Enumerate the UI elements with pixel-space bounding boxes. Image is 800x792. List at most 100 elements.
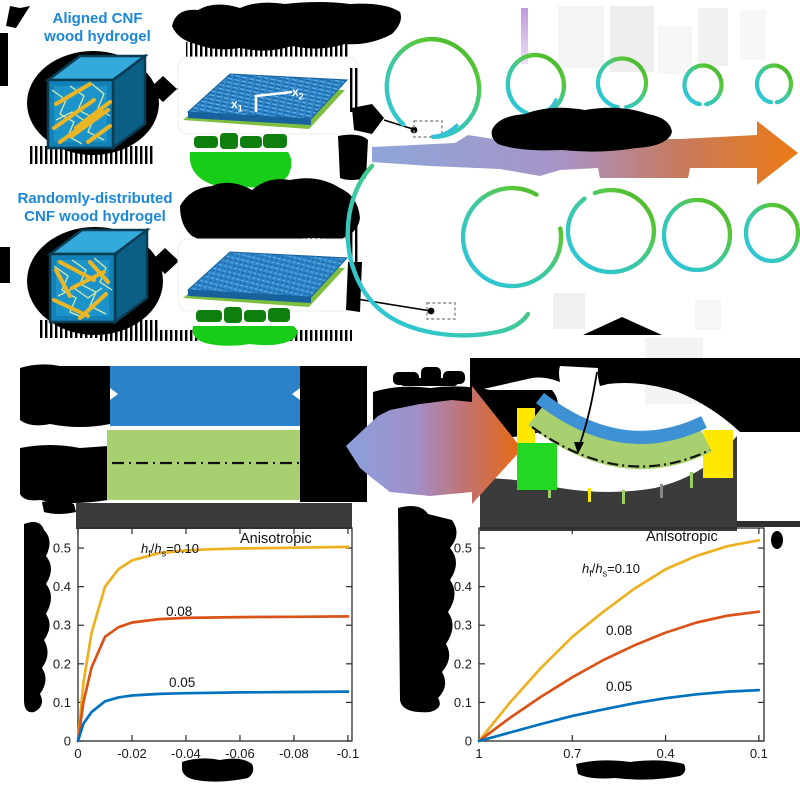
cnf-plate-edge-2 bbox=[188, 290, 311, 303]
x-tick-label: 0.4 bbox=[657, 746, 675, 761]
y-tick-label: 0.2 bbox=[53, 656, 71, 671]
x-tick-label: 1 bbox=[475, 746, 482, 761]
random-label-line2: CNF wood hydrogel bbox=[24, 208, 166, 226]
redacted-corner-mark bbox=[6, 6, 30, 28]
ratio-label-right: hf/hs=0.10 bbox=[582, 561, 641, 579]
drying-time-arrow-row1 bbox=[372, 121, 798, 185]
ring-2-5 bbox=[743, 202, 800, 264]
y-tick-label: 0.4 bbox=[53, 579, 71, 594]
series-hf/hs=0.05 bbox=[76, 690, 350, 743]
redacted-x-axis-label-left bbox=[182, 758, 254, 782]
y-tick-label: 0.3 bbox=[454, 618, 472, 633]
random-hydrogel-label: Randomly-distributed CNF wood hydrogel bbox=[0, 190, 190, 227]
redaction-blob-panel2-right bbox=[346, 216, 456, 320]
series-hf/hs=0.10 bbox=[477, 538, 761, 743]
aligned-hydrogel-label: Aligned CNF wood hydrogel bbox=[30, 10, 165, 47]
x-tick-label: -0.06 bbox=[225, 746, 255, 761]
x2-axis-label: x2 bbox=[292, 85, 304, 102]
redacted-left-bar bbox=[0, 33, 8, 86]
flat-bilayer-schematic bbox=[20, 364, 372, 529]
curved-midplane-dashdot bbox=[531, 426, 711, 468]
curve-label-008-left: 0.08 bbox=[166, 604, 193, 619]
y-tick-label: 0.5 bbox=[53, 541, 71, 556]
curled-rings-row1 bbox=[384, 36, 794, 139]
random-label-line1: Randomly-distributed bbox=[17, 190, 173, 207]
cnf-plate-top bbox=[186, 73, 349, 120]
curve-label-005-right: 0.05 bbox=[606, 679, 633, 694]
curved-film bbox=[536, 392, 707, 444]
plot-box bbox=[77, 527, 353, 742]
redacted-drying-word bbox=[393, 367, 465, 386]
redacted-arrow-caption-row1 bbox=[491, 107, 672, 152]
aligned-fibers bbox=[52, 82, 112, 144]
redacted-caption-band-left bbox=[76, 503, 352, 529]
y-tick-label: 0.4 bbox=[454, 579, 472, 594]
plate-panel-row2 bbox=[177, 238, 359, 312]
curvature-chart-left: 0 -0.02 -0.04 -0.06 -0.08 -0.1 0 0.1 0.2 0.3 0.4 0.… bbox=[53, 527, 359, 761]
x-tick-label: -0.1 bbox=[337, 746, 359, 761]
redacted-y-axis-label-left bbox=[24, 522, 51, 713]
y-tick-label: 0.1 bbox=[53, 695, 71, 710]
curled-rings-row2 bbox=[345, 163, 800, 338]
ring-4 bbox=[682, 63, 724, 107]
redacted-dot-mark bbox=[771, 531, 783, 549]
redacted-blob-right-large bbox=[470, 358, 800, 432]
ratio-label-left: hf/hs=0.10 bbox=[141, 541, 200, 559]
material-axes-marker bbox=[254, 90, 293, 112]
series-hf/hs=0.08 bbox=[76, 615, 350, 743]
redacted-top-blob bbox=[172, 2, 401, 51]
ring-1 bbox=[384, 36, 482, 139]
aligned-cnf-cube bbox=[44, 53, 149, 151]
series-hf/hs=0.10 bbox=[76, 545, 350, 743]
cnf-plate-edge bbox=[188, 112, 311, 125]
x-tick-label: 0.1 bbox=[750, 746, 768, 761]
ring-2-3 bbox=[565, 187, 657, 275]
ring-2-4 bbox=[661, 197, 733, 273]
green-artifact bbox=[517, 443, 557, 490]
y-tick-label: 0.5 bbox=[454, 541, 472, 556]
bottom-diagrams bbox=[20, 358, 800, 782]
open-ring bbox=[460, 185, 564, 289]
redacted-green-label-row1 bbox=[189, 133, 292, 188]
anisotropic-label-right: Anisotropic bbox=[646, 529, 718, 545]
redacted-green-label-row2 bbox=[192, 307, 298, 346]
x-tick-label: 0.7 bbox=[563, 746, 581, 761]
yellow-artifact-right bbox=[703, 430, 733, 478]
random-fibers bbox=[52, 260, 110, 320]
redacted-label-left-top bbox=[20, 364, 110, 427]
y-tick-label: 0 bbox=[465, 734, 472, 749]
x-tick-label: 0 bbox=[74, 746, 81, 761]
substrate-layer-schematic bbox=[107, 430, 304, 500]
plot-box bbox=[478, 527, 765, 742]
aligned-label-line1: Aligned CNF bbox=[52, 10, 143, 27]
aligned-label-line2: wood hydrogel bbox=[44, 28, 151, 46]
x-tick-label: -0.08 bbox=[279, 746, 309, 761]
top-panel bbox=[0, 2, 800, 404]
purple-stripe-artifact bbox=[521, 8, 528, 64]
ring-3 bbox=[595, 56, 649, 110]
redacted-caption-band-right bbox=[480, 436, 737, 531]
y-tick-label: 0.2 bbox=[454, 656, 472, 671]
redacted-x-axis-label-right bbox=[576, 760, 686, 780]
drying-transition bbox=[346, 358, 800, 531]
plate-panel-row1 bbox=[177, 56, 359, 135]
curve-label-005-left: 0.05 bbox=[169, 675, 196, 690]
x-tick-label: -0.02 bbox=[117, 746, 147, 761]
y-tick-label: 0.3 bbox=[53, 618, 71, 633]
random-cnf-cube bbox=[46, 227, 151, 325]
drying-gradient-arrow bbox=[346, 386, 522, 504]
curvature-chart-right: 1 0.7 0.4 0.1 0 0.1 0.2 0.3 0.4 0.5 bbox=[454, 527, 768, 761]
chart-redactions bbox=[24, 506, 783, 782]
series-hf/hs=0.08 bbox=[477, 610, 761, 743]
yellow-artifact-left bbox=[517, 408, 535, 445]
ring-5 bbox=[754, 63, 794, 105]
film-layer bbox=[110, 366, 300, 426]
redacted-blob-above-panel2 bbox=[180, 178, 360, 243]
midplane-pointer-arrow bbox=[579, 371, 598, 445]
cnf-plate-top-2 bbox=[186, 251, 349, 298]
x1-axis-label: x1 bbox=[231, 97, 243, 114]
series-hf/hs=0.05 bbox=[477, 688, 761, 743]
redacted-label-left-bottom bbox=[20, 445, 108, 503]
anisotropic-label-left: Anisotropic bbox=[240, 531, 312, 547]
